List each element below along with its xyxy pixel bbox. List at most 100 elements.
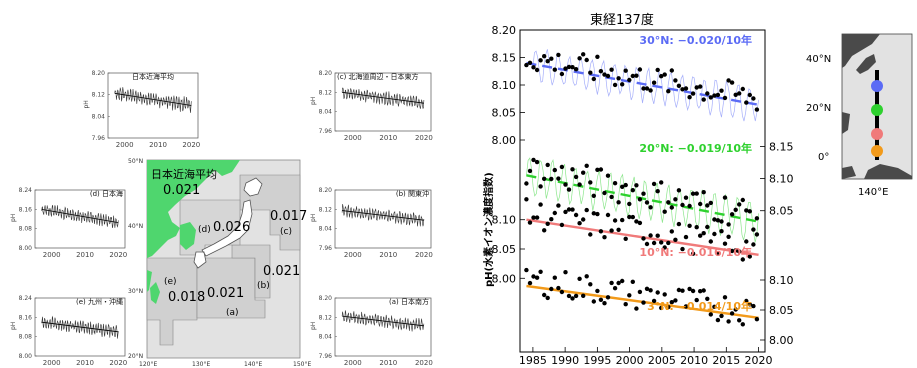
panel-kanto-offshore: 7.96 8.04 8.12 8.20 2000 2010 2020 pH (b) 関東沖 [310, 187, 433, 259]
data-point [552, 210, 557, 216]
panel-ytick-label: 8.16 [19, 314, 33, 321]
japan-region-map: 日本近海平均 0.021 (a) 0.021 (b) 0.021 (c) 0.0… [128, 158, 311, 368]
panel-ytick-label: 8.12 [319, 314, 333, 321]
data-point [598, 167, 604, 172]
data-point [616, 200, 621, 205]
panel-ytick-label: 8.20 [92, 70, 106, 77]
xtick-label: 1995 [583, 354, 611, 367]
data-point [581, 293, 586, 298]
data-point [744, 208, 749, 213]
data-point [683, 86, 689, 91]
data-point [524, 181, 529, 186]
panel-xtick-label: 2010 [149, 141, 167, 149]
data-point [570, 167, 575, 172]
data-point [620, 278, 625, 284]
data-point [659, 240, 664, 245]
data-point [623, 182, 628, 188]
panel-ylabel: pH [310, 214, 317, 222]
data-point [740, 257, 745, 262]
data-point [676, 287, 682, 293]
station-3n-marker [871, 145, 883, 157]
data-point [627, 201, 632, 207]
data-point [708, 95, 713, 100]
panel-ytick-label: 8.24 [19, 295, 33, 302]
panel-ylabel: pH [310, 322, 317, 330]
panel-ytick-label: 7.96 [319, 128, 333, 135]
panel-ylabel: pH [83, 100, 90, 108]
data-point [559, 222, 565, 228]
data-point [715, 317, 721, 323]
data-point [577, 56, 582, 61]
data-point [687, 223, 692, 228]
data-point [527, 168, 533, 174]
panel-title: (d) 日本海 [90, 189, 123, 198]
data-point [701, 97, 706, 102]
data-point [751, 96, 756, 101]
data-point [690, 91, 696, 96]
data-point [545, 221, 550, 226]
panel-xtick-label: 2010 [379, 134, 397, 142]
data-point [669, 229, 674, 234]
data-point [747, 92, 752, 98]
data-point [573, 293, 579, 299]
data-point [651, 240, 657, 246]
xtick-label: 2020 [745, 354, 773, 367]
data-point [648, 288, 653, 293]
data-point [744, 100, 749, 105]
panel-ytick-label: 7.96 [319, 353, 333, 360]
xtick-label: 2000 [616, 354, 644, 367]
data-point [655, 233, 660, 238]
data-point [729, 248, 735, 254]
panel-xtick-label: 2000 [43, 251, 61, 259]
data-point [705, 203, 710, 208]
data-point [651, 80, 657, 85]
data-point [623, 302, 628, 307]
land-new-guinea [842, 164, 912, 179]
data-point [598, 297, 604, 302]
panel-ytick-label: 8.04 [92, 113, 106, 120]
data-point [659, 74, 664, 79]
data-point [527, 60, 533, 65]
panel-kyushu-okinawa: 8.00 8.08 8.16 8.24 2000 2010 2020 pH (e) 九州・沖縄 [10, 295, 127, 367]
ytick-label: 8.00 [492, 134, 517, 147]
xtick-label: 2015 [712, 354, 740, 367]
map-xtick: 120°E [139, 361, 157, 368]
data-point [609, 194, 614, 200]
panel-hokkaido-east: 7.96 8.04 8.12 8.20 2000 2010 2020 pH (c) 北海道周辺・… [310, 70, 433, 142]
data-point [542, 228, 547, 233]
map-ytick: 30°N [128, 288, 143, 295]
data-point [538, 202, 543, 207]
panel-ytick-label: 7.96 [92, 135, 106, 142]
xtick-label: 1985 [519, 354, 547, 367]
region-label-e: (e) [164, 277, 177, 287]
data-point [595, 54, 600, 59]
data-point [751, 227, 756, 232]
data-point [627, 293, 632, 298]
ytick-label: 8.10 [492, 214, 517, 227]
data-point [733, 92, 738, 98]
data-point [549, 286, 554, 292]
data-point [591, 299, 596, 304]
data-point [634, 73, 639, 78]
land-eurasia [147, 160, 240, 258]
data-point [655, 189, 660, 194]
panel-ytick-label: 8.12 [319, 206, 333, 213]
panel-trend-line [41, 208, 119, 224]
panel-xtick-label: 2020 [415, 359, 433, 367]
panel-ytick-label: 8.04 [319, 226, 333, 233]
data-point [584, 207, 589, 213]
locator-ytick: 20°N [806, 103, 831, 114]
ytick-label: 8.05 [492, 243, 517, 256]
data-point [588, 282, 593, 287]
region-value-c: 0.017 [270, 209, 307, 224]
data-point [595, 211, 600, 217]
data-point [556, 52, 561, 58]
data-point [591, 193, 596, 198]
data-point [534, 215, 540, 220]
locator-ytick: 0° [818, 152, 829, 163]
data-point [563, 209, 568, 215]
panel-title: 日本近海平均 [132, 72, 174, 81]
data-point [651, 181, 657, 187]
data-point [552, 67, 557, 72]
data-point [588, 70, 593, 75]
